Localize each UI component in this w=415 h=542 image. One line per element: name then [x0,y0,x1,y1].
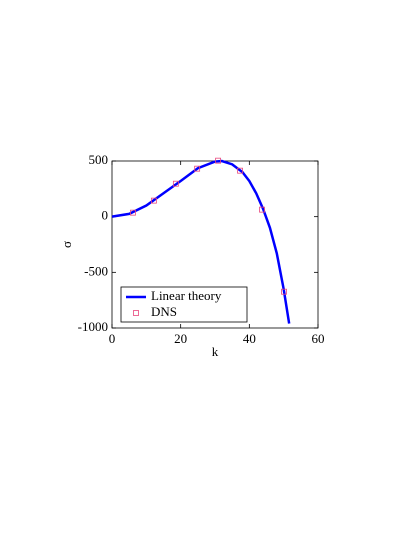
x-tick-label: 40 [243,331,256,346]
dns-marker [237,167,243,174]
legend-label: Linear theory [151,288,222,303]
y-tick-label: -500 [84,263,108,278]
legend-box [120,286,248,323]
x-tick-label: 60 [312,331,325,346]
x-axis-label: k [212,344,219,359]
dns-marker [130,209,136,216]
legend-label: DNS [151,304,177,319]
y-tick-label: 500 [89,152,109,167]
x-tick-label: 0 [109,331,116,346]
dns-marker [150,197,157,204]
dns-marker [172,180,179,187]
dns-marker [259,206,265,213]
dns-marker [194,165,201,172]
legend-marker [133,310,139,316]
y-tick-label: -1000 [78,319,108,334]
y-tick-label: 0 [102,208,109,223]
theory-line [111,159,291,324]
dns-marker [281,288,287,295]
dns-marker [215,157,221,164]
x-tick-label: 20 [174,331,187,346]
y-axis-label: σ [59,241,74,248]
